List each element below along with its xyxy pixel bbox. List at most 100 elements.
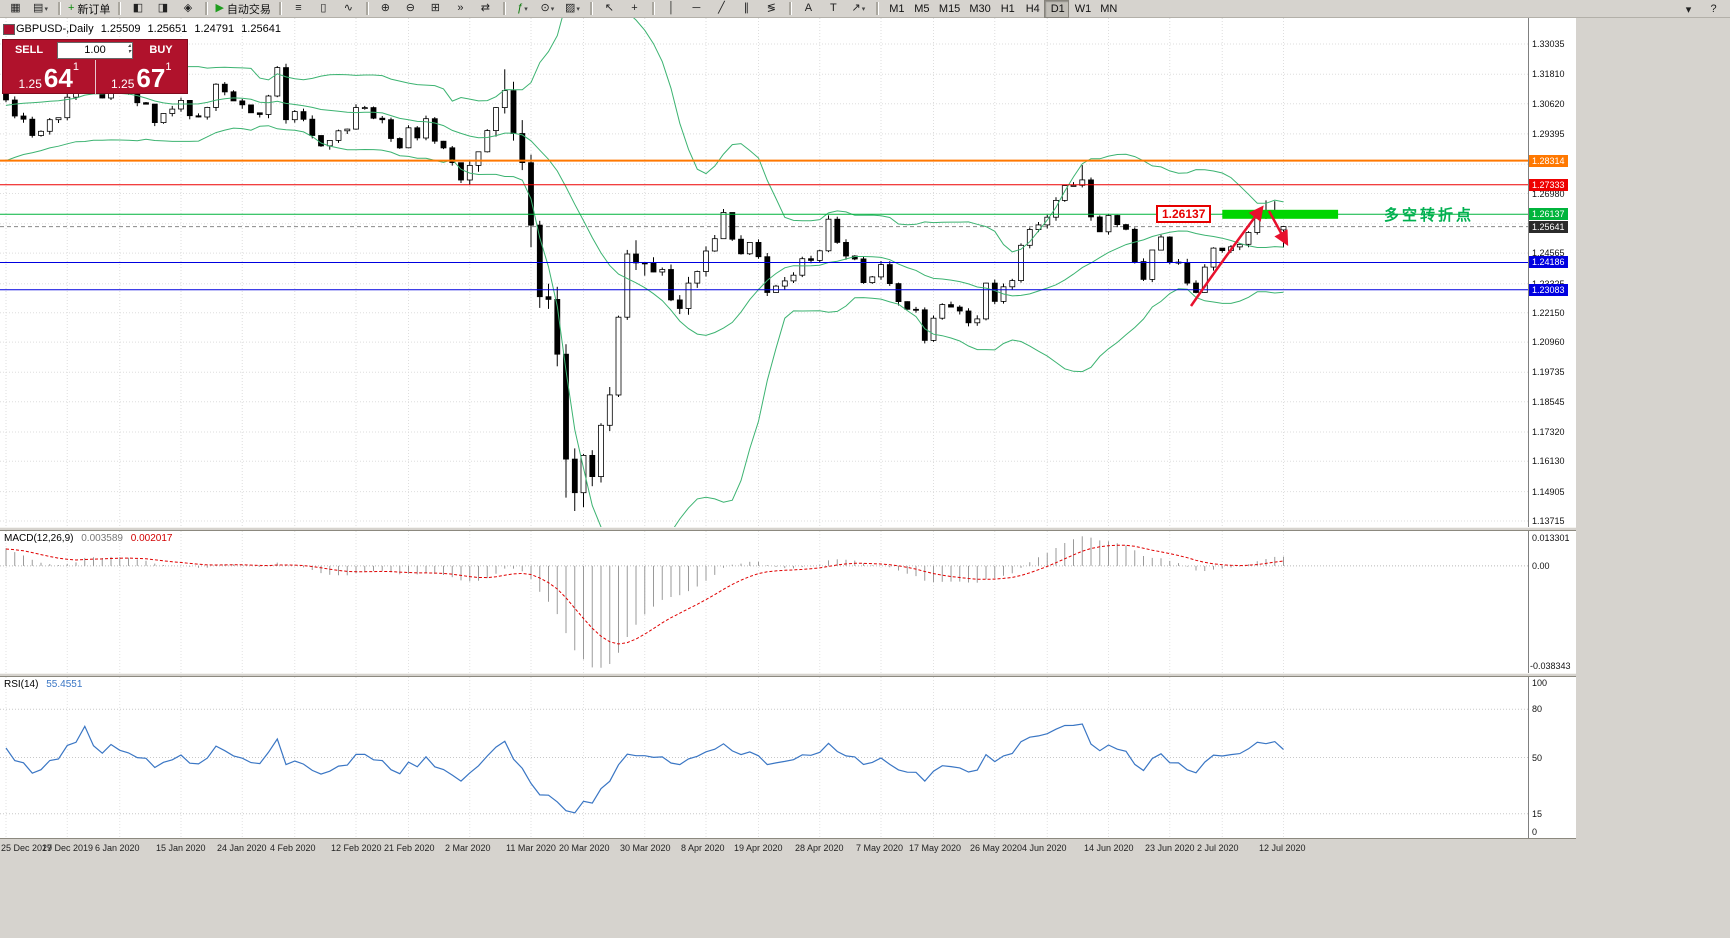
spinner-down-icon[interactable]: ▾ <box>127 48 131 55</box>
date-tick-label: 2 Jul 2020 <box>1197 843 1239 853</box>
market-watch-button[interactable]: ◧ <box>132 2 144 14</box>
price-tick-label: 1.29395 <box>1532 129 1565 139</box>
rsi-tick-label: 100 <box>1532 678 1548 688</box>
chart-low-value: 1.24791 <box>194 23 235 35</box>
macd-axis[interactable]: 0.013301 0.00 -0.038343 <box>1528 531 1576 673</box>
chart-high-value: 1.25651 <box>147 23 188 35</box>
spinner-up-icon[interactable]: ▴ <box>127 42 131 49</box>
tile-windows-button[interactable]: ⊞ <box>430 2 441 14</box>
toolbar-separator <box>278 2 281 15</box>
price-tick-label: 1.33035 <box>1532 39 1565 49</box>
zoom-in-button[interactable]: ⊕ <box>380 2 391 14</box>
rsi-line <box>5 723 1284 814</box>
chart-bars-button[interactable]: ≡ <box>295 2 302 14</box>
trend-arrow-up[interactable] <box>1189 205 1264 307</box>
navigator-button[interactable]: ◈ <box>183 2 193 14</box>
toolbar-items: ▦ ▤ ▾ + 新订单 ◧ ◨ ◈ ▶ 自动交易 ≡ ▯ ∿ ⊕ ⊖ ⊞ » ⇄ ƒ ▾ ⊙ ▾ ▨ ▾ ↖ + │ ─ ╱ ∥ ≶ A T ↗ ▾… <box>0 0 1120 18</box>
toolbar-separator <box>502 2 505 15</box>
text-label-button[interactable]: T <box>830 2 837 14</box>
macd-svg[interactable] <box>0 531 1528 673</box>
chart-line-button[interactable]: ∿ <box>343 2 354 14</box>
buy-price[interactable]: 1.25 67 1 <box>96 60 188 94</box>
time-axis[interactable]: 25 Dec 2019 27 Dec 2019 6 Jan 2020 15 Jan 2… <box>0 838 1576 858</box>
timeframe-h1-button[interactable]: H1 <box>1000 2 1015 15</box>
indicators-button[interactable]: ƒ ▾ <box>517 2 528 14</box>
rsi-tick-label: 15 <box>1532 809 1543 819</box>
timeframe-m5-button[interactable]: M5 <box>914 2 930 15</box>
zoom-out-button[interactable]: ⊖ <box>405 2 416 14</box>
templates-button[interactable]: ▨ ▾ <box>564 2 580 14</box>
price-tick-label: 1.16130 <box>1532 456 1565 466</box>
timeframe-w1-button[interactable]: W1 <box>1074 2 1092 15</box>
timeframe-d1-button[interactable]: D1 <box>1043 0 1069 18</box>
timeframe-h4-button[interactable]: H4 <box>1025 2 1040 15</box>
date-tick-label: 21 Feb 2020 <box>384 843 435 853</box>
panel-splitter-1[interactable] <box>0 527 1576 531</box>
text-button[interactable]: A <box>804 2 813 14</box>
lot-size-input[interactable]: 1.00 ▴ ▾ <box>57 41 133 59</box>
macd-min-label: -0.038343 <box>1530 661 1571 671</box>
timeframe-m15-button[interactable]: M15 <box>938 2 961 15</box>
main-price-axis[interactable]: 1.33035 1.31810 1.30620 1.29395 1.26980 1.245… <box>1528 18 1576 527</box>
equidistant-channel-button[interactable]: ∥ <box>743 2 750 14</box>
rsi-name: RSI(14) <box>4 679 39 690</box>
chart-title: GBPUSD-,Daily 1.25509 1.25651 1.24791 1.… <box>16 23 285 35</box>
crosshair-button[interactable]: + <box>631 2 638 14</box>
price-flag[interactable]: 1.26137 <box>1156 205 1212 223</box>
panel-splitter-2[interactable] <box>0 673 1576 677</box>
horizontal-line-button[interactable]: ─ <box>692 2 701 14</box>
periods-button[interactable]: ⊙ ▾ <box>540 2 555 14</box>
rsi-svg[interactable] <box>0 677 1528 838</box>
date-tick-label: 15 Jan 2020 <box>156 843 206 853</box>
rsi-header: RSI(14) 55.4551 <box>4 679 87 690</box>
macd-panel[interactable]: MACD(12,26,9) 0.003589 0.002017 0.013301… <box>0 531 1576 673</box>
chart-candles-button[interactable]: ▯ <box>320 2 327 14</box>
toolbar-right: ▾? <box>1676 0 1726 18</box>
highlight-level-bar[interactable] <box>1222 209 1339 219</box>
price-chart-svg[interactable] <box>0 18 1528 527</box>
timeframe-m30-button[interactable]: M30 <box>969 2 991 15</box>
new-chart-button[interactable]: ▦ <box>10 2 21 14</box>
new-order-button[interactable]: + 新订单 <box>68 2 111 16</box>
fibonacci-button[interactable]: ≶ <box>766 2 777 14</box>
level-price-flag: 1.23083 <box>1529 284 1568 296</box>
toolbar-separator <box>875 2 878 15</box>
trend-arrow-down[interactable] <box>1267 210 1289 246</box>
date-tick-label: 8 Apr 2020 <box>681 843 725 853</box>
chart-shift-button[interactable]: ⇄ <box>480 2 491 14</box>
date-tick-label: 4 Feb 2020 <box>270 843 316 853</box>
arrows-button[interactable]: ↗ ▾ <box>851 2 866 14</box>
toolbar-separator <box>788 2 791 15</box>
vertical-line-button[interactable]: │ <box>667 2 675 14</box>
profiles-button[interactable]: ▤ ▾ <box>33 2 48 14</box>
trendline-button[interactable]: ╱ <box>718 2 725 14</box>
lot-spinner[interactable]: ▴ ▾ <box>128 43 131 55</box>
chart-open-value: 1.25509 <box>100 23 141 35</box>
chart-symbol: GBPUSD-,Daily <box>16 23 94 35</box>
sell-button[interactable]: SELL <box>14 44 44 56</box>
grid <box>0 18 1528 527</box>
level-price-flag: 1.24186 <box>1529 256 1568 268</box>
auto-scroll-button[interactable]: » <box>457 2 464 14</box>
rsi-panel[interactable]: RSI(14) 55.4551 100 80 50 15 0 <box>0 677 1576 838</box>
buy-button[interactable]: BUY <box>149 44 173 56</box>
macd-name: MACD(12,26,9) <box>4 533 74 544</box>
macd-header: MACD(12,26,9) 0.003589 0.002017 <box>4 533 177 544</box>
sell-price[interactable]: 1.25 64 1 <box>3 60 95 94</box>
rsi-axis[interactable]: 100 80 50 15 0 <box>1528 677 1576 838</box>
toolbars-menu-button[interactable]: ▾ <box>1685 3 1692 16</box>
timeframe-mn-button[interactable]: MN <box>1100 2 1118 15</box>
help-button[interactable]: ? <box>1710 3 1717 15</box>
one-click-top-row: SELL 1.00 ▴ ▾ BUY <box>3 40 187 60</box>
rsi-tick-label: 50 <box>1532 753 1543 763</box>
timeframe-m1-button[interactable]: M1 <box>889 2 905 15</box>
data-window-button[interactable]: ◨ <box>157 2 169 14</box>
autotrading-button[interactable]: ▶ 自动交易 <box>215 2 271 16</box>
date-tick-label: 2 Mar 2020 <box>445 843 491 853</box>
toolbar-separator <box>589 2 592 15</box>
price-tick-label: 1.13715 <box>1532 516 1565 526</box>
turning-point-note[interactable]: 多空转折点 <box>1384 207 1475 224</box>
cursor-button[interactable]: ↖ <box>604 2 615 14</box>
main-chart-panel[interactable]: GBPUSD-,Daily 1.25509 1.25651 1.24791 1.… <box>0 18 1576 527</box>
